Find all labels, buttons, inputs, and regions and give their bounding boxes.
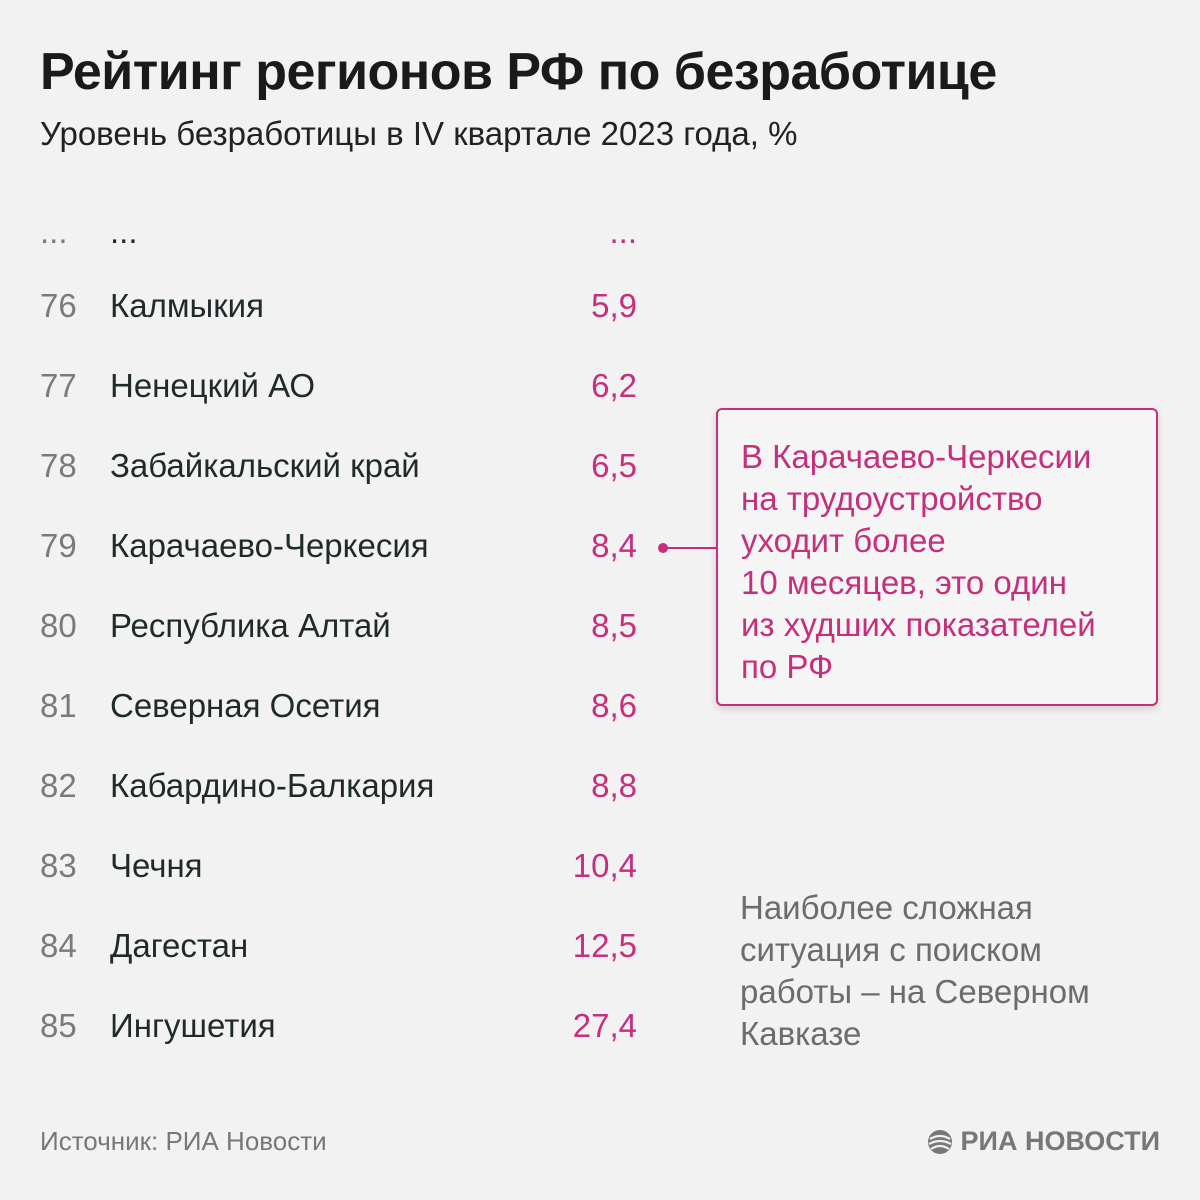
table-row: 78 Забайкальский край 6,5 <box>40 446 640 486</box>
rank-cell: 77 <box>40 367 77 404</box>
rank-cell: 82 <box>40 767 77 804</box>
region-cell: Ингушетия <box>110 1007 276 1044</box>
table-row: 79 Карачаево-Черкесия 8,4 <box>40 526 640 566</box>
rank-cell: 76 <box>40 287 77 324</box>
value-cell: 8,4 <box>591 527 637 564</box>
logo-text: РИА НОВОСТИ <box>960 1126 1160 1156</box>
source-label: Источник: РИА Новости <box>40 1126 327 1156</box>
callout-line: В Карачаево-Черкесии <box>741 438 1092 475</box>
value-cell: 6,5 <box>591 447 637 484</box>
rank-cell: 80 <box>40 607 77 644</box>
value-cell: 6,2 <box>591 367 637 404</box>
note-line: ситуация с поиском <box>740 931 1042 968</box>
region-cell: ... <box>110 213 138 250</box>
rank-cell: 85 <box>40 1007 77 1044</box>
chart-subtitle: Уровень безработицы в IV квартале 2023 г… <box>40 115 798 152</box>
rank-cell: 84 <box>40 927 77 964</box>
callout-line: из худших показателей <box>741 606 1096 643</box>
table-row: 85 Ингушетия 27,4 <box>40 1006 640 1046</box>
region-cell: Карачаево-Черкесия <box>110 527 429 564</box>
value-cell: 8,8 <box>591 767 637 804</box>
rank-cell: 83 <box>40 847 77 884</box>
ria-novosti-logo-icon <box>927 1129 952 1154</box>
rank-cell: ... <box>40 213 68 250</box>
ria-novosti-logo: РИА НОВОСТИ <box>927 1126 1160 1157</box>
region-cell: Дагестан <box>110 927 249 964</box>
callout-line: на трудоустройство <box>741 480 1043 517</box>
region-cell: Калмыкия <box>110 287 264 324</box>
rank-cell: 78 <box>40 447 77 484</box>
callout-line: 10 месяцев, это один <box>741 564 1067 601</box>
north-caucasus-note: Наиболее сложная ситуация с поиском рабо… <box>740 887 1140 1055</box>
region-cell: Кабардино-Балкария <box>110 767 435 804</box>
chart-title: Рейтинг регионов РФ по безработице <box>40 43 997 101</box>
value-cell: 27,4 <box>572 1007 637 1044</box>
note-line: работы – на Северном <box>740 973 1090 1010</box>
table-row: 81 Северная Осетия 8,6 <box>40 686 640 726</box>
rank-cell: 81 <box>40 687 77 724</box>
callout-line: по РФ <box>741 648 834 685</box>
value-cell: 8,5 <box>591 607 637 644</box>
table-row: 82 Кабардино-Балкария 8,8 <box>40 766 640 806</box>
value-cell: 8,6 <box>591 687 637 724</box>
callout-box: В Карачаево-Черкесии на трудоустройство … <box>716 408 1158 706</box>
table-row: ......... <box>40 212 640 252</box>
note-line: Наиболее сложная <box>740 889 1033 926</box>
table-row: 80 Республика Алтай 8,5 <box>40 606 640 646</box>
region-cell: Северная Осетия <box>110 687 381 724</box>
callout-line: уходит более <box>741 522 946 559</box>
note-line: Кавказе <box>740 1015 862 1052</box>
value-cell: 12,5 <box>572 927 637 964</box>
table-row: 84 Дагестан 12,5 <box>40 926 640 966</box>
table-row: 77 Ненецкий АО 6,2 <box>40 366 640 406</box>
value-cell: 5,9 <box>591 287 637 324</box>
region-cell: Забайкальский край <box>110 447 420 484</box>
value-cell: ... <box>609 213 637 250</box>
rank-cell: 79 <box>40 527 77 564</box>
region-cell: Республика Алтай <box>110 607 391 644</box>
value-cell: 10,4 <box>572 847 637 884</box>
region-cell: Чечня <box>110 847 203 884</box>
region-cell: Ненецкий АО <box>110 367 316 404</box>
table-row: 76 Калмыкия 5,9 <box>40 286 640 326</box>
callout-connector <box>663 547 717 549</box>
table-row: 83 Чечня 10,4 <box>40 846 640 886</box>
callout-dot <box>658 543 668 553</box>
